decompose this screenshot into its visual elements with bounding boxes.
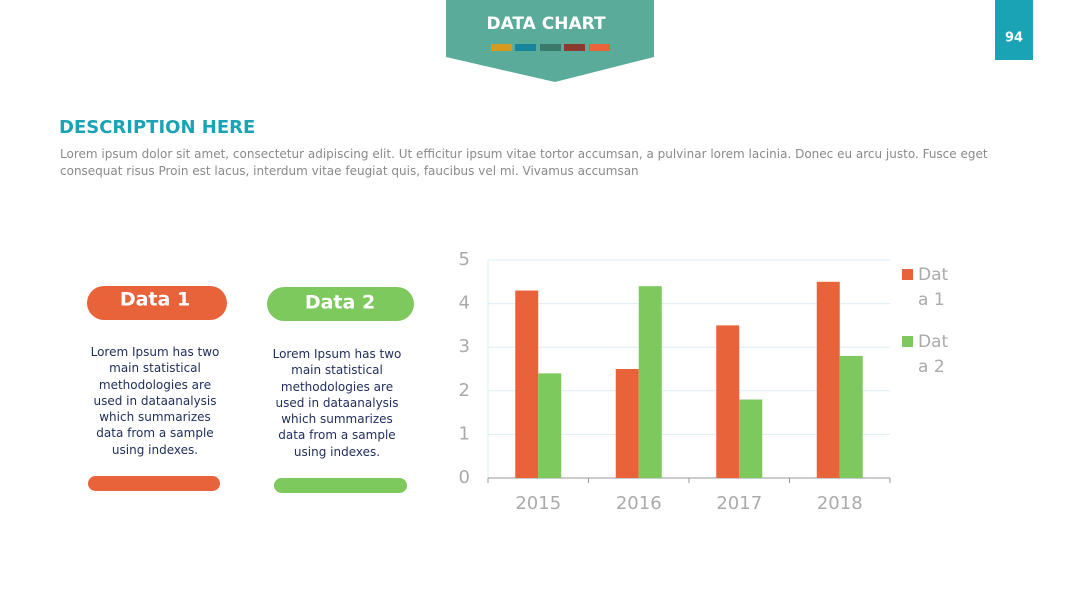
legend-swatch (902, 336, 913, 347)
header-banner (446, 0, 654, 82)
color-chip (540, 44, 561, 51)
card-bar (88, 476, 220, 491)
x-tick-label: 2015 (515, 493, 561, 514)
bar (515, 290, 539, 478)
y-tick-label: 1 (459, 423, 470, 444)
color-chip (515, 44, 536, 51)
card-title: Data 2 (305, 292, 375, 314)
x-tick-label: 2017 (716, 493, 762, 514)
legend-item: Data 2 (902, 330, 954, 380)
card-title: Data 1 (120, 289, 190, 311)
bar (538, 373, 562, 478)
legend-item: Data 1 (902, 263, 954, 313)
y-tick-label: 5 (459, 249, 470, 270)
bar (839, 355, 863, 478)
bar (739, 399, 763, 478)
y-tick-label: 4 (459, 293, 470, 314)
description-title: DESCRIPTION HERE (59, 117, 256, 138)
card-text: Lorem Ipsum has two main statistical met… (272, 347, 402, 459)
page-number-box (995, 0, 1033, 60)
legend-label: Data 2 (918, 332, 949, 377)
y-tick-label: 0 (459, 467, 470, 488)
bar (716, 325, 740, 478)
legend-label: Data 1 (918, 265, 949, 310)
page-number: 94 (1005, 31, 1023, 46)
header-title: DATA CHART (486, 14, 605, 34)
card-pill (87, 286, 227, 320)
card-text: Lorem Ipsum has two main statistical met… (90, 345, 220, 457)
color-chip (589, 44, 610, 51)
card-bar (274, 478, 407, 493)
legend: Data 1 Data 2 (902, 263, 954, 397)
y-tick-label: 2 (459, 380, 470, 401)
x-tick-label: 2018 (817, 493, 863, 514)
color-chip (564, 44, 585, 51)
y-tick-label: 3 (459, 336, 470, 357)
card-pill (267, 287, 414, 321)
legend-swatch (902, 269, 913, 280)
color-chip (491, 44, 512, 51)
bar (816, 281, 840, 478)
description-text: Lorem ipsum dolor sit amet, consectetur … (60, 147, 988, 178)
chart: 0 1 2 3 4 5 2015 2016 2017 2018 (459, 249, 891, 514)
x-tick-label: 2016 (616, 493, 662, 514)
bar (615, 369, 639, 478)
bar (638, 286, 662, 478)
